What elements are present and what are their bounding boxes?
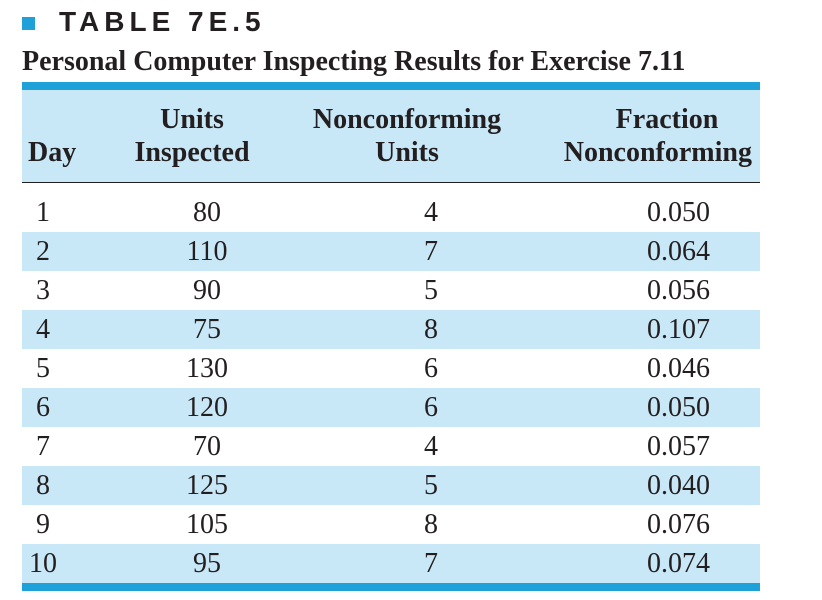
cell-nonconforming-units: 6	[424, 352, 438, 384]
cell-fraction-nonconforming: 0.040	[647, 469, 710, 501]
bottom-rule	[22, 582, 760, 591]
table-row: 10 95 7 0.074	[22, 543, 760, 583]
table-body: 1 80 4 0.050 2 110 7 0.064 3 90 5 0.056 4 75 8 0.107 5 13…	[22, 182, 760, 583]
table-row: 9 105 8 0.076	[22, 505, 760, 544]
cell-nonconforming-units: 7	[424, 235, 438, 267]
table-row: 3 90 5 0.056	[22, 271, 760, 310]
cell-units-inspected: 105	[186, 508, 228, 540]
cell-fraction-nonconforming: 0.057	[647, 430, 710, 462]
cell-fraction-nonconforming: 0.050	[647, 391, 710, 423]
cell-fraction-nonconforming: 0.056	[647, 274, 710, 306]
table-row: 1 80 4 0.050	[22, 182, 760, 232]
cell-day: 3	[36, 274, 50, 306]
header-day-label: Day	[28, 136, 77, 168]
table-row: 5 130 6 0.046	[22, 349, 760, 388]
header-nonconforming-line1: Nonconforming	[312, 103, 502, 135]
cell-day: 7	[36, 430, 50, 462]
cell-nonconforming-units: 5	[424, 274, 438, 306]
cell-nonconforming-units: 8	[424, 313, 438, 345]
cell-units-inspected: 70	[193, 430, 221, 462]
table-row: 2 110 7 0.064	[22, 231, 760, 271]
cell-units-inspected: 95	[193, 547, 221, 579]
cell-fraction-nonconforming: 0.074	[647, 547, 710, 579]
square-bullet-icon	[22, 16, 35, 30]
cell-units-inspected: 80	[193, 196, 221, 228]
table-row: 4 75 8 0.107	[22, 309, 760, 349]
table-header-row: Day Units Inspected Nonconforming Units …	[22, 90, 760, 183]
cell-units-inspected: 110	[186, 235, 228, 267]
cell-nonconforming-units: 6	[424, 391, 438, 423]
cell-units-inspected: 75	[193, 313, 221, 345]
cell-nonconforming-units: 4	[424, 430, 438, 462]
table-number-text: TABLE 7E.5	[59, 6, 266, 37]
cell-fraction-nonconforming: 0.107	[647, 313, 710, 345]
cell-units-inspected: 120	[186, 391, 228, 423]
cell-day: 8	[36, 469, 50, 501]
cell-fraction-nonconforming: 0.076	[647, 508, 710, 540]
table-row: 8 125 5 0.040	[22, 465, 760, 505]
cell-nonconforming-units: 7	[424, 547, 438, 579]
cell-day: 10	[29, 547, 57, 579]
header-units-line1: Units	[160, 103, 224, 135]
column-header-day: Day	[22, 90, 102, 183]
cell-nonconforming-units: 5	[424, 469, 438, 501]
table-number-label: TABLE 7E.5	[22, 6, 266, 38]
cell-day: 9	[36, 508, 50, 540]
header-fraction-line2: Nonconforming	[563, 136, 752, 168]
cell-day: 4	[36, 313, 50, 345]
header-fraction-line1: Fraction	[615, 103, 719, 135]
cell-nonconforming-units: 8	[424, 508, 438, 540]
cell-fraction-nonconforming: 0.046	[647, 352, 710, 384]
cell-fraction-nonconforming: 0.050	[647, 196, 710, 228]
table-row: 6 120 6 0.050	[22, 387, 760, 427]
cell-fraction-nonconforming: 0.064	[647, 235, 710, 267]
column-header-fraction-nonconforming: Fraction Nonconforming	[532, 90, 760, 183]
cell-day: 5	[36, 352, 50, 384]
table-caption: Personal Computer Inspecting Results for…	[22, 46, 686, 77]
column-header-nonconforming-units: Nonconforming Units	[282, 90, 532, 183]
cell-day: 1	[36, 196, 50, 228]
data-table-container: Day Units Inspected Nonconforming Units …	[22, 82, 760, 591]
inspection-results-table: Day Units Inspected Nonconforming Units …	[22, 90, 760, 583]
cell-units-inspected: 130	[186, 352, 228, 384]
cell-units-inspected: 125	[186, 469, 228, 501]
cell-units-inspected: 90	[193, 274, 221, 306]
table-row: 7 70 4 0.057	[22, 427, 760, 466]
cell-day: 6	[36, 391, 50, 423]
top-rule	[22, 82, 760, 90]
header-units-line2: Inspected	[134, 136, 250, 168]
header-nonconforming-line2: Units	[375, 136, 439, 168]
column-header-units-inspected: Units Inspected	[102, 90, 282, 183]
cell-day: 2	[36, 235, 50, 267]
cell-nonconforming-units: 4	[424, 196, 438, 228]
